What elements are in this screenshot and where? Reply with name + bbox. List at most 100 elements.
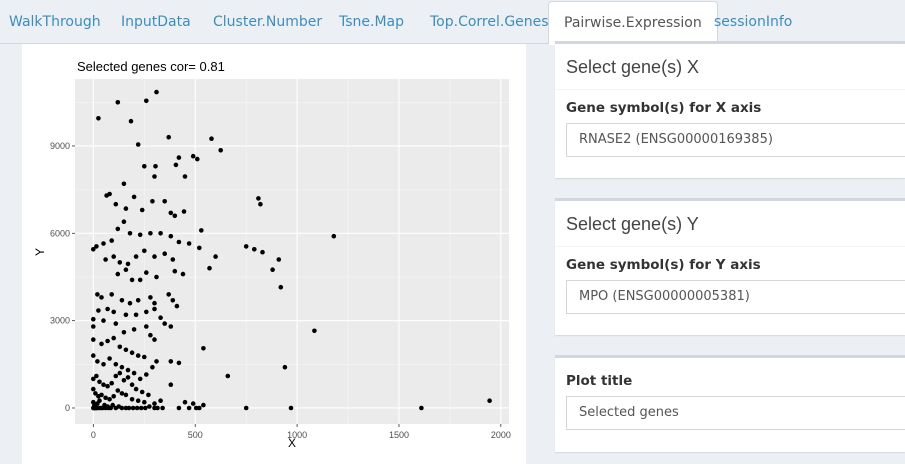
data-point [278, 284, 284, 290]
data-point [119, 364, 125, 370]
tab-inputdata[interactable]: InputData [121, 14, 191, 30]
data-point [103, 395, 108, 401]
data-point [170, 257, 176, 262]
data-point [119, 391, 125, 396]
tab-cluster-number[interactable]: Cluster.Number [213, 14, 323, 30]
data-point [260, 249, 265, 255]
tab-pairwise-expression[interactable]: Pairwise.Expression [548, 1, 718, 45]
y-tick-label: 3000 [50, 316, 70, 326]
data-point [142, 399, 147, 405]
plot-title-input[interactable]: Selected genes [566, 396, 905, 430]
data-point [115, 271, 121, 277]
data-point [201, 402, 206, 408]
data-point [182, 399, 188, 405]
data-point [91, 337, 96, 342]
data-point [96, 308, 101, 313]
data-point [176, 155, 182, 160]
data-point [201, 346, 206, 351]
select-gene-x-title: Select gene(s) X [566, 57, 700, 77]
data-point [152, 306, 157, 312]
data-point [91, 353, 96, 358]
data-point [137, 232, 143, 238]
data-point [130, 405, 136, 411]
data-point [91, 376, 96, 382]
y-axis-label: Y [33, 248, 47, 256]
data-point [168, 324, 174, 329]
data-point [197, 405, 202, 411]
data-point [186, 241, 192, 246]
y-tick-label: 0 [65, 403, 70, 413]
data-point [288, 405, 294, 411]
data-point [276, 257, 282, 262]
data-point [139, 389, 145, 395]
data-point [109, 292, 114, 297]
select-gene-x-box: Select gene(s) X Gene symbol(s) for X ax… [555, 41, 905, 178]
data-point [101, 362, 106, 367]
data-point [207, 265, 212, 271]
data-point [135, 353, 141, 358]
data-point [150, 199, 155, 204]
data-point [154, 89, 159, 95]
data-point [111, 309, 116, 315]
plot-title: Selected genes cor= 0.81 [77, 59, 225, 74]
data-point [101, 241, 106, 246]
axes: 0 500 1000 1500 2000 0 3000 6000 9000 [50, 141, 511, 440]
data-point [155, 405, 160, 411]
data-point [123, 206, 129, 211]
data-point [113, 201, 119, 207]
data-point [142, 164, 147, 169]
data-point [160, 405, 165, 411]
plot-background [75, 79, 509, 424]
data-point [111, 254, 116, 259]
tab-top-correl-genes[interactable]: Top.Correl.Genes [430, 14, 549, 30]
data-point [97, 379, 102, 385]
data-point [168, 233, 174, 239]
data-point [125, 375, 131, 380]
data-point [135, 142, 141, 147]
data-point [144, 98, 149, 104]
box-divider [555, 89, 905, 90]
data-point [127, 231, 133, 236]
data-point [199, 228, 204, 233]
x-tick-label: 1000 [287, 430, 307, 440]
data-point [225, 373, 231, 379]
data-point [93, 391, 98, 396]
data-point [94, 373, 99, 379]
data-point [152, 254, 157, 259]
data-point [123, 312, 129, 318]
data-point [312, 328, 317, 334]
data-point [209, 136, 214, 141]
data-point [131, 327, 137, 332]
data-point [109, 238, 114, 243]
data-point [162, 251, 167, 256]
data-point [166, 134, 171, 140]
data-point [97, 398, 102, 404]
tab-walkthrough[interactable]: WalkThrough [9, 14, 101, 30]
select-gene-y-title: Select gene(s) Y [566, 214, 699, 234]
data-point [128, 118, 134, 124]
box-divider [555, 246, 905, 247]
x-tick-label: 0 [91, 430, 96, 440]
data-point [190, 401, 196, 406]
data-point [91, 324, 96, 329]
data-point [419, 405, 424, 411]
data-point [282, 364, 288, 370]
tab-tsne-map[interactable]: Tsne.Map [339, 14, 405, 30]
tab-bar: WalkThrough InputData Cluster.Number Tsn… [0, 0, 905, 45]
gene-y-select[interactable]: MPO (ENSG00000005381) [566, 280, 905, 314]
data-point [101, 318, 106, 323]
data-point [182, 174, 188, 179]
x-tick-label: 2000 [491, 430, 511, 440]
data-point [173, 162, 179, 168]
data-point [111, 394, 116, 399]
data-point [158, 231, 163, 236]
select-gene-y-box: Select gene(s) Y Gene symbol(s) for Y ax… [555, 198, 905, 335]
gene-x-select[interactable]: RNASE2 (ENSG00000169385) [566, 123, 905, 157]
data-point [110, 402, 115, 408]
data-point [113, 321, 119, 326]
data-point [117, 260, 123, 265]
data-point [139, 207, 145, 213]
tab-sessioninfo[interactable]: sessionInfo [714, 14, 793, 30]
data-point [107, 397, 112, 402]
data-point [162, 199, 167, 204]
